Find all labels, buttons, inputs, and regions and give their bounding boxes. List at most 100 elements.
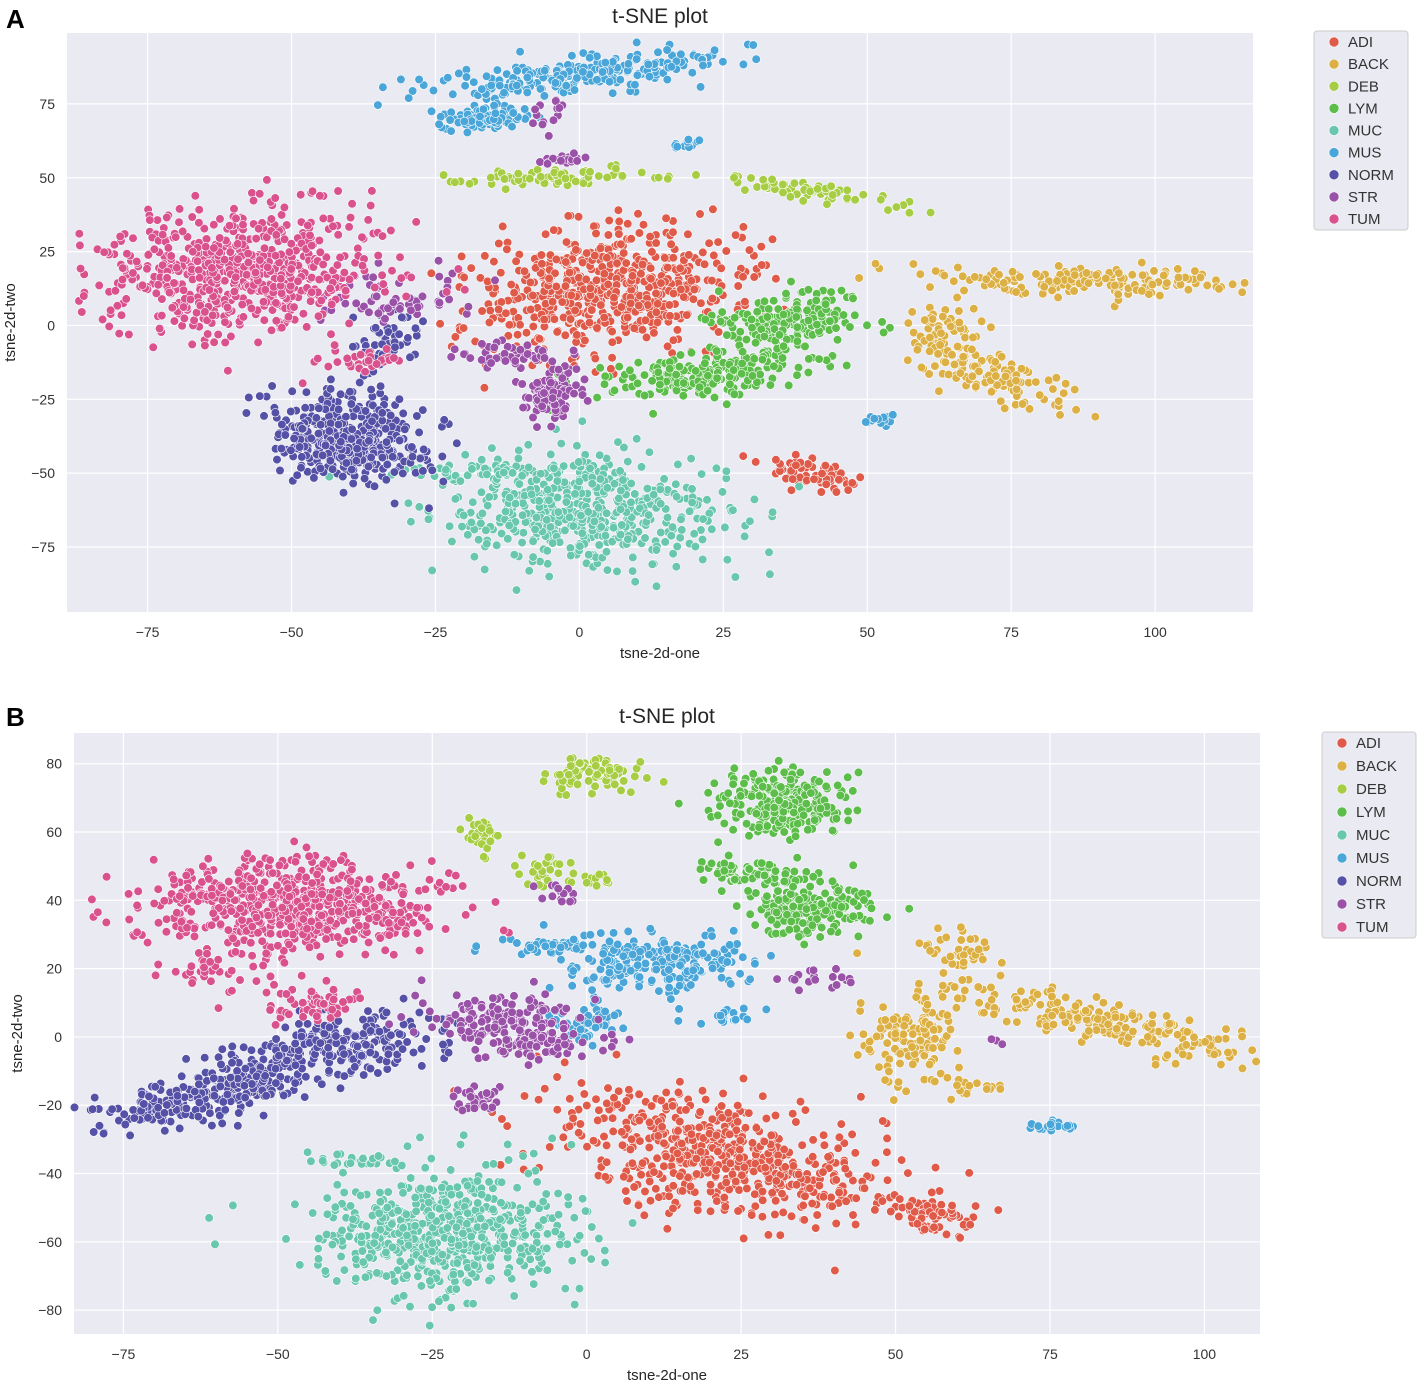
scatter-point-back bbox=[943, 369, 954, 380]
scatter-point-norm bbox=[367, 416, 377, 426]
scatter-point-adi bbox=[640, 315, 651, 325]
scatter-point-muc bbox=[574, 476, 584, 487]
scatter-point-back bbox=[1011, 994, 1022, 1005]
scatter-point-tum bbox=[364, 356, 374, 366]
scatter-point-adi bbox=[739, 1233, 749, 1243]
scatter-point-adi bbox=[545, 1142, 555, 1152]
scatter-point-muc bbox=[553, 507, 563, 517]
scatter-point-adi bbox=[767, 1188, 777, 1198]
scatter-point-tum bbox=[77, 307, 87, 317]
scatter-point-tum bbox=[94, 280, 104, 291]
scatter-point-tum bbox=[411, 217, 421, 227]
chart-a: −75 −50 −25 0 25 50 75 1007550250−25−50−75t-SNE… bbox=[2, 5, 1409, 662]
scatter-point-lym bbox=[757, 355, 768, 365]
scatter-point-adi bbox=[564, 268, 575, 278]
scatter-point-adi bbox=[664, 300, 675, 310]
scatter-point-mus bbox=[644, 71, 655, 82]
scatter-point-str bbox=[569, 389, 579, 399]
scatter-point-muc bbox=[626, 497, 636, 508]
scatter-point-adi bbox=[512, 330, 523, 340]
scatter-point-tum bbox=[357, 261, 368, 271]
scatter-point-tum bbox=[189, 315, 199, 325]
scatter-point-back bbox=[933, 349, 943, 359]
scatter-point-adi bbox=[856, 1092, 866, 1102]
scatter-point-norm bbox=[336, 437, 346, 447]
scatter-point-adi bbox=[716, 1101, 727, 1111]
scatter-point-adi bbox=[798, 1200, 808, 1210]
scatter-point-back bbox=[1084, 1026, 1094, 1036]
scatter-point-adi bbox=[721, 246, 731, 256]
scatter-point-muc bbox=[593, 503, 604, 513]
scatter-point-muc bbox=[721, 466, 732, 476]
scatter-point-adi bbox=[651, 288, 661, 299]
scatter-point-muc bbox=[514, 445, 524, 456]
scatter-point-adi bbox=[934, 1186, 945, 1196]
scatter-point-back bbox=[1017, 399, 1028, 409]
scatter-point-norm bbox=[267, 381, 277, 391]
scatter-point-str bbox=[510, 356, 520, 366]
scatter-point-muc bbox=[427, 565, 437, 576]
scatter-point-adi bbox=[634, 300, 644, 311]
scatter-point-mus bbox=[608, 88, 618, 98]
scatter-point-adi bbox=[566, 290, 576, 300]
scatter-point-lym bbox=[725, 379, 735, 389]
scatter-point-back bbox=[938, 992, 948, 1002]
scatter-point-adi bbox=[668, 335, 679, 345]
scatter-point-back bbox=[1173, 264, 1183, 274]
legend-label-tum: TUM bbox=[1348, 211, 1381, 228]
scatter-point-muc bbox=[544, 571, 554, 582]
scatter-point-tum bbox=[238, 220, 248, 230]
scatter-point-back bbox=[870, 259, 881, 269]
scatter-point-adi bbox=[494, 238, 504, 249]
scatter-point-adi bbox=[603, 230, 614, 240]
scatter-point-lym bbox=[845, 322, 855, 332]
scatter-point-back bbox=[934, 386, 944, 396]
scatter-point-tum bbox=[243, 248, 253, 259]
scatter-point-tum bbox=[233, 254, 243, 264]
scatter-point-back bbox=[930, 361, 940, 371]
scatter-point-muc bbox=[518, 528, 529, 538]
scatter-point-mus bbox=[738, 59, 749, 70]
scatter-point-tum bbox=[233, 239, 243, 249]
scatter-point-norm bbox=[366, 452, 376, 463]
scatter-point-adi bbox=[579, 1089, 589, 1099]
scatter-point-tum bbox=[215, 233, 225, 243]
scatter-point-adi bbox=[672, 325, 683, 335]
scatter-point-adi bbox=[616, 239, 626, 249]
scatter-point-norm bbox=[412, 411, 422, 421]
scatter-point-adi bbox=[537, 259, 547, 269]
scatter-point-tum bbox=[387, 266, 397, 276]
scatter-point-lym bbox=[821, 355, 832, 365]
scatter-point-adi bbox=[673, 1087, 684, 1097]
scatter-point-adi bbox=[820, 461, 831, 471]
scatter-point-back bbox=[955, 368, 966, 378]
scatter-point-deb bbox=[585, 167, 595, 177]
scatter-point-back bbox=[880, 1075, 890, 1085]
scatter-point-adi bbox=[847, 1129, 857, 1139]
scatter-point-str bbox=[364, 307, 374, 317]
scatter-point-tum bbox=[401, 291, 411, 302]
scatter-point-adi bbox=[675, 1116, 685, 1127]
scatter-point-back bbox=[1200, 1037, 1210, 1047]
scatter-point-adi bbox=[651, 1184, 661, 1194]
scatter-point-adi bbox=[751, 457, 761, 467]
scatter-point-norm bbox=[286, 445, 296, 455]
scatter-point-adi bbox=[644, 1142, 654, 1153]
scatter-point-back bbox=[903, 318, 913, 328]
scatter-point-adi bbox=[799, 1215, 809, 1225]
scatter-point-muc bbox=[687, 484, 697, 494]
scatter-point-adi bbox=[646, 1101, 657, 1111]
scatter-point-adi bbox=[494, 304, 504, 315]
scatter-point-adi bbox=[578, 258, 588, 268]
scatter-point-adi bbox=[733, 1206, 743, 1216]
legend-label-adi: ADI bbox=[1348, 34, 1373, 51]
scatter-point-muc bbox=[687, 497, 697, 508]
scatter-point-tum bbox=[323, 362, 333, 372]
scatter-point-tum bbox=[162, 273, 172, 283]
scatter-point-muc bbox=[671, 479, 681, 489]
scatter-point-tum bbox=[248, 196, 259, 206]
scatter-point-str bbox=[434, 272, 444, 282]
scatter-point-adi bbox=[734, 1153, 745, 1163]
scatter-point-back bbox=[1112, 1024, 1122, 1034]
scatter-point-adi bbox=[565, 314, 576, 324]
